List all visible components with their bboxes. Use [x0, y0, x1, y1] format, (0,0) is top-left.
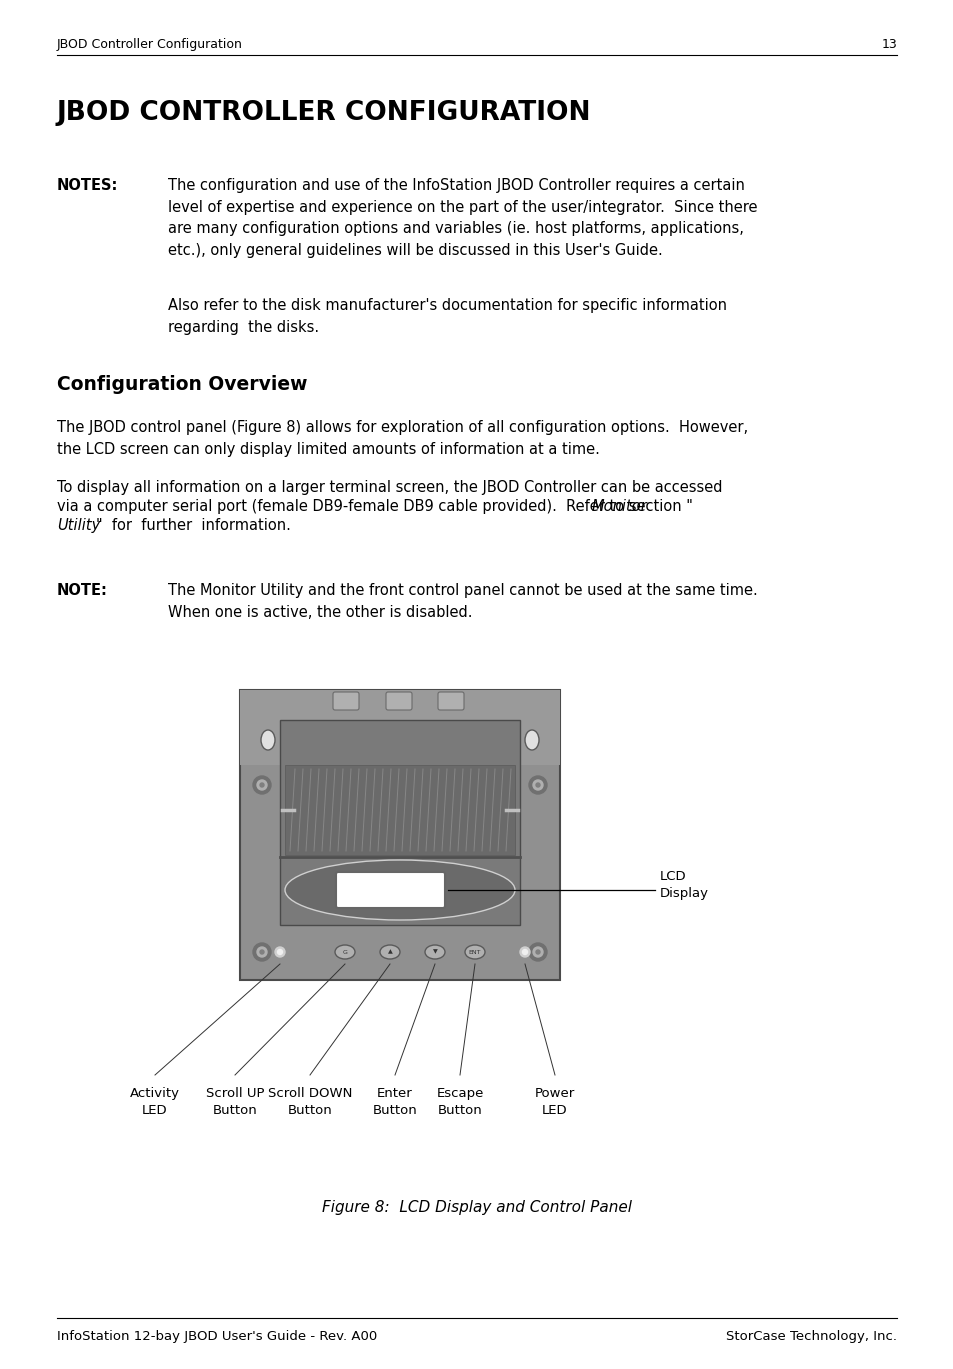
Text: StorCase Technology, Inc.: StorCase Technology, Inc.: [725, 1331, 896, 1343]
Ellipse shape: [379, 945, 399, 960]
Bar: [240, 690, 559, 980]
Text: Escape
Button: Escape Button: [436, 1087, 483, 1117]
Circle shape: [529, 943, 546, 961]
Text: G: G: [342, 950, 347, 954]
Circle shape: [256, 947, 267, 957]
Circle shape: [253, 943, 271, 961]
Ellipse shape: [335, 945, 355, 960]
Circle shape: [522, 950, 527, 954]
Text: JBOD CONTROLLER CONFIGURATION: JBOD CONTROLLER CONFIGURATION: [57, 100, 591, 126]
Text: The configuration and use of the InfoStation JBOD Controller requires a certain
: The configuration and use of the InfoSta…: [168, 178, 757, 257]
Circle shape: [533, 780, 542, 790]
Ellipse shape: [524, 730, 538, 750]
Text: Enter
Button: Enter Button: [373, 1087, 416, 1117]
Text: Figure 8:  LCD Display and Control Panel: Figure 8: LCD Display and Control Panel: [322, 1201, 631, 1216]
Text: 13: 13: [881, 38, 896, 51]
Text: Activity
LED: Activity LED: [130, 1087, 180, 1117]
Circle shape: [277, 950, 282, 954]
Ellipse shape: [261, 730, 274, 750]
Text: ▼: ▼: [432, 950, 436, 954]
Text: InfoStation 12-bay JBOD User's Guide - Rev. A00: InfoStation 12-bay JBOD User's Guide - R…: [57, 1331, 376, 1343]
Ellipse shape: [285, 860, 515, 920]
Bar: [240, 690, 559, 765]
FancyBboxPatch shape: [333, 691, 358, 711]
Circle shape: [256, 780, 267, 790]
Circle shape: [533, 947, 542, 957]
Circle shape: [519, 947, 530, 957]
Circle shape: [260, 783, 264, 787]
Ellipse shape: [424, 945, 444, 960]
Circle shape: [253, 776, 271, 794]
FancyBboxPatch shape: [291, 726, 509, 749]
Text: The JBOD control panel (Figure 8) allows for exploration of all configuration op: The JBOD control panel (Figure 8) allows…: [57, 420, 747, 457]
FancyBboxPatch shape: [386, 691, 412, 711]
Text: Power
LED: Power LED: [535, 1087, 575, 1117]
Text: Scroll DOWN
Button: Scroll DOWN Button: [268, 1087, 352, 1117]
Text: ▲: ▲: [387, 950, 392, 954]
Circle shape: [536, 783, 539, 787]
Circle shape: [274, 947, 285, 957]
Bar: [280, 720, 519, 925]
FancyBboxPatch shape: [335, 872, 444, 908]
Circle shape: [260, 950, 264, 954]
Text: LCD
Display: LCD Display: [659, 871, 708, 899]
Text: Utility: Utility: [57, 517, 100, 533]
Text: via a computer serial port (female DB9-female DB9 cable provided).  Refer to sec: via a computer serial port (female DB9-f…: [57, 498, 692, 513]
Text: ENT: ENT: [468, 950, 480, 954]
Text: Monitor: Monitor: [592, 498, 647, 513]
Ellipse shape: [464, 945, 484, 960]
Text: Also refer to the disk manufacturer's documentation for specific information
reg: Also refer to the disk manufacturer's do…: [168, 298, 726, 334]
FancyBboxPatch shape: [437, 691, 463, 711]
Circle shape: [536, 950, 539, 954]
Text: NOTE:: NOTE:: [57, 583, 108, 598]
Text: "  for  further  information.: " for further information.: [96, 517, 291, 533]
Text: The Monitor Utility and the front control panel cannot be used at the same time.: The Monitor Utility and the front contro…: [168, 583, 757, 620]
Bar: [285, 765, 515, 856]
Text: Configuration Overview: Configuration Overview: [57, 375, 307, 394]
Text: Scroll UP
Button: Scroll UP Button: [206, 1087, 264, 1117]
Text: NOTES:: NOTES:: [57, 178, 118, 193]
Circle shape: [529, 776, 546, 794]
Text: JBOD Controller Configuration: JBOD Controller Configuration: [57, 38, 243, 51]
Text: To display all information on a larger terminal screen, the JBOD Controller can : To display all information on a larger t…: [57, 481, 721, 496]
